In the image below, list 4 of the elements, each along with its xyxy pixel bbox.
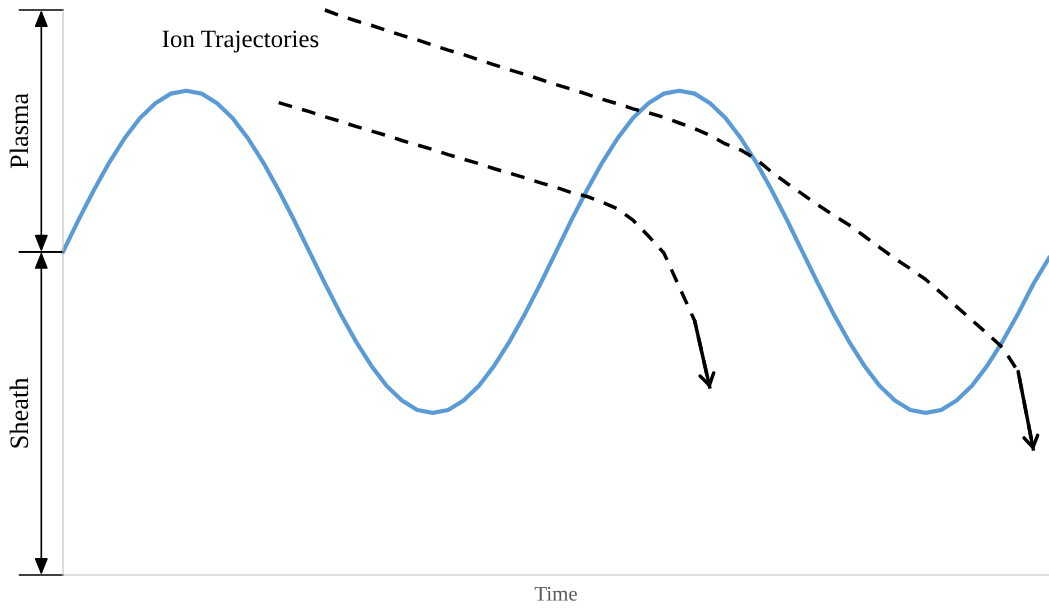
annotation: Ion Trajectories — [162, 30, 319, 53]
text: Plasma — [9, 93, 29, 169]
text: Sheath — [9, 377, 29, 448]
x-axis-title: Time — [534, 586, 577, 601]
